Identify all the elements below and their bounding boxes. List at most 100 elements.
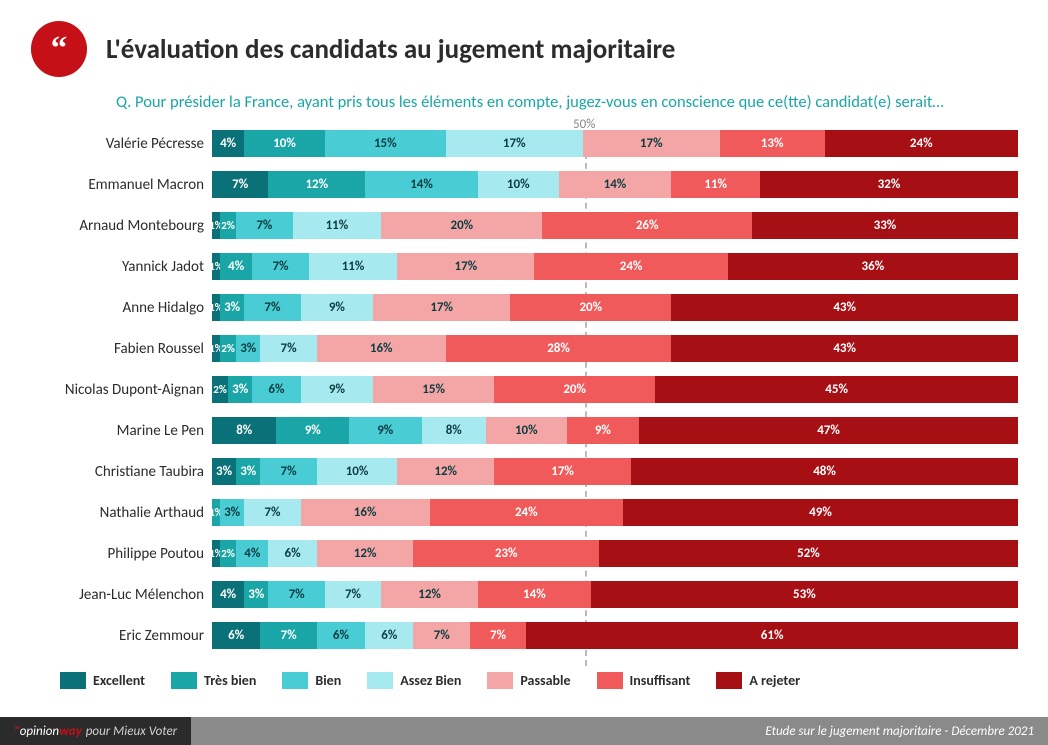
bar-segment: 24% [534,253,727,280]
bar-segment: 9% [301,294,374,321]
bar-segment: 6% [212,622,260,649]
bar-segment: 14% [365,171,478,198]
candidate-label: Nathalie Arthaud [30,504,212,522]
bar-segment: 10% [244,130,325,157]
bar-segment: 26% [542,212,752,239]
bar-segment: 20% [381,212,542,239]
bar-segment: 7% [268,581,324,608]
bar-segment: 3% [228,376,252,403]
stacked-bar: 7%12%14%10%14%11%32% [212,171,1018,198]
bar-segment: 1% [212,540,220,567]
legend-item: Assez Bien [367,672,461,689]
bar-segment: 13% [720,130,825,157]
bar-segment: 9% [567,417,640,444]
candidate-label: Eric Zemmour [30,627,212,645]
bar-segment: 16% [317,335,446,362]
bar-segment: 7% [260,335,316,362]
bar-segment: 17% [373,294,510,321]
bar-segment: 49% [623,499,1018,526]
bar-segment: 1% [212,212,220,239]
bar-segment: 1% [212,294,220,321]
stacked-bar: 6%7%6%6%7%7%61% [212,622,1018,649]
bar-segment: 24% [430,499,623,526]
legend-label: Très bien [204,672,256,689]
bar-segment: 12% [381,581,478,608]
page-title: L'évaluation des candidats au jugement m… [106,33,675,66]
footer-brand: " opinion way pour Mieux Voter [0,717,191,745]
bar-segment: 10% [317,458,398,485]
bar-segment: 20% [510,294,671,321]
bar-segment: 7% [413,622,469,649]
bar-segment: 14% [559,171,672,198]
bar-segment: 17% [583,130,720,157]
bar-segment: 7% [252,253,308,280]
bar-segment: 7% [244,499,300,526]
question-text: Q. Pour présider la France, ayant pris t… [0,88,1048,121]
legend-label: Bien [315,672,341,689]
bar-segment: 11% [309,253,398,280]
bar-segment: 12% [268,171,365,198]
table-row: Nathalie Arthaud1%3%7%16%24%49% [30,496,1018,530]
bar-segment: 45% [655,376,1018,403]
candidate-label: Valérie Pécresse [30,135,212,153]
legend-label: Insuffisant [630,672,691,689]
bar-segment: 11% [293,212,382,239]
bar-segment: 10% [486,417,567,444]
bar-segment: 15% [325,130,446,157]
table-row: Yannick Jadot1%4%7%11%17%24%36% [30,250,1018,284]
bar-segment: 7% [236,212,292,239]
candidate-label: Jean-Luc Mélenchon [30,586,212,604]
candidate-label: Nicolas Dupont-Aignan [30,381,212,399]
table-row: Fabien Roussel1%2%3%7%16%28%43% [30,332,1018,366]
table-row: Jean-Luc Mélenchon4%3%7%7%12%14%53% [30,578,1018,612]
bar-segment: 3% [244,581,268,608]
bar-segment: 12% [397,458,494,485]
bar-segment: 48% [631,458,1018,485]
bar-segment: 47% [639,417,1018,444]
legend-swatch [487,672,513,689]
candidate-label: Arnaud Montebourg [30,217,212,235]
bar-segment: 3% [212,458,236,485]
bar-segment: 3% [236,335,260,362]
footer-study: Etude sur le jugement majoritaire - Déce… [191,717,1048,745]
bar-segment: 43% [671,294,1018,321]
bar-segment: 7% [260,622,316,649]
bar-segment: 8% [212,417,276,444]
bar-segment: 12% [317,540,414,567]
legend-label: Passable [520,672,570,689]
bar-segment: 2% [220,540,236,567]
candidate-label: Yannick Jadot [30,258,212,276]
bar-segment: 2% [212,376,228,403]
bar-segment: 17% [397,253,534,280]
legend-swatch [716,672,742,689]
stacked-bar: 1%2%4%6%12%23%52% [212,540,1018,567]
bar-segment: 24% [825,130,1018,157]
table-row: Arnaud Montebourg1%2%7%11%20%26%33% [30,209,1018,243]
legend-item: Excellent [60,672,145,689]
quote-icon: “ [30,20,88,78]
candidate-label: Christiane Taubira [30,463,212,481]
bar-segment: 15% [373,376,494,403]
candidate-label: Philippe Poutou [30,545,212,563]
table-row: Valérie Pécresse4%10%15%17%17%13%24% [30,127,1018,161]
bar-segment: 1% [212,335,220,362]
stacked-bar: 1%4%7%11%17%24%36% [212,253,1018,280]
legend-item: Bien [282,672,341,689]
bar-segment: 1% [212,499,220,526]
brand-way: way [59,724,82,739]
bar-segment: 7% [244,294,300,321]
stacked-bar: 1%3%7%16%24%49% [212,499,1018,526]
bar-segment: 28% [446,335,672,362]
bar-segment: 16% [301,499,430,526]
legend-swatch [282,672,308,689]
table-row: Marine Le Pen8%9%9%8%10%9%47% [30,414,1018,448]
bar-segment: 32% [760,171,1018,198]
bar-segment: 43% [671,335,1018,362]
candidate-label: Emmanuel Macron [30,176,212,194]
bar-segment: 7% [325,581,381,608]
bar-segment: 17% [494,458,631,485]
bar-segment: 61% [526,622,1018,649]
candidate-label: Anne Hidalgo [30,299,212,317]
legend-item: Insuffisant [597,672,691,689]
bar-segment: 23% [413,540,598,567]
